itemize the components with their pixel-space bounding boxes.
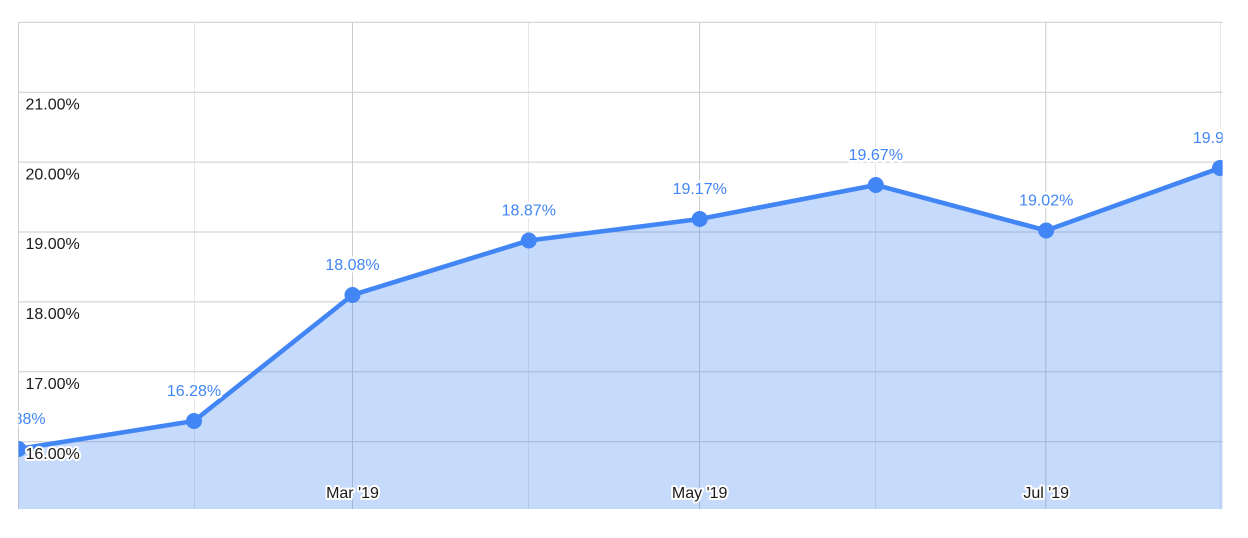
svg-text:16.28%: 16.28% — [167, 383, 221, 400]
svg-text:18.87%: 18.87% — [502, 202, 556, 219]
svg-text:15.88%: 15.88% — [0, 411, 46, 428]
svg-text:17.00%: 17.00% — [26, 376, 80, 393]
svg-text:18.00%: 18.00% — [26, 306, 80, 323]
svg-text:May '19: May '19 — [672, 485, 728, 502]
svg-text:21.00%: 21.00% — [26, 96, 80, 113]
svg-text:19.92%: 19.92% — [1193, 130, 1247, 147]
svg-text:19.00%: 19.00% — [26, 236, 80, 253]
svg-text:20.00%: 20.00% — [26, 166, 80, 183]
svg-text:19.67%: 19.67% — [849, 147, 903, 164]
svg-text:19.17%: 19.17% — [673, 181, 727, 198]
svg-text:Jul '19: Jul '19 — [1023, 485, 1069, 502]
svg-text:16.00%: 16.00% — [26, 446, 80, 463]
svg-text:Mar '19: Mar '19 — [326, 485, 379, 502]
svg-text:18.08%: 18.08% — [325, 257, 379, 274]
svg-text:19.02%: 19.02% — [1019, 192, 1073, 209]
